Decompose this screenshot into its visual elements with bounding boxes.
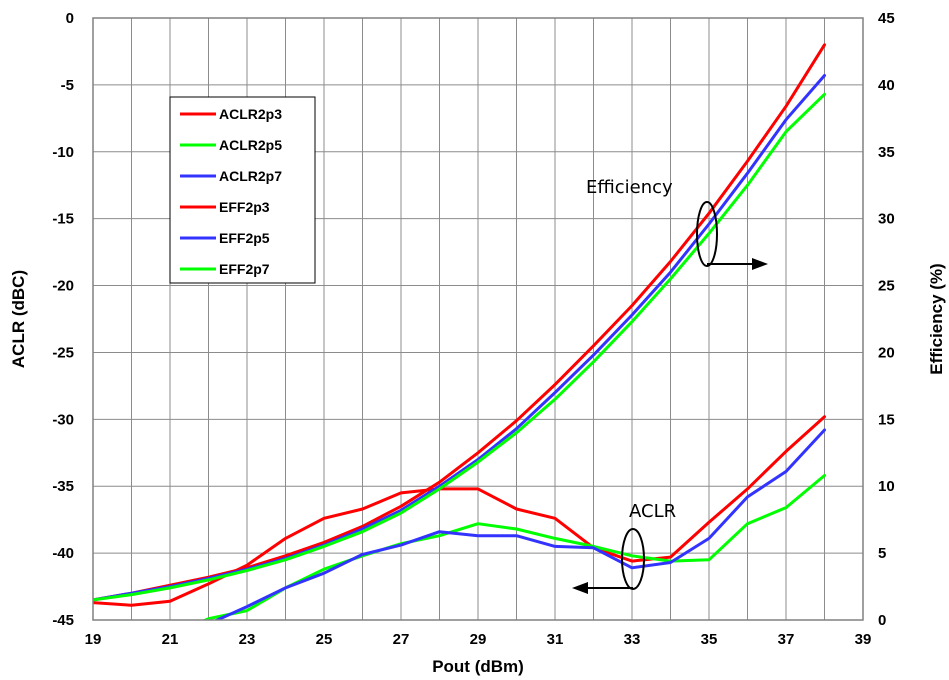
y-tick-label: 0 (66, 10, 74, 27)
efficiency-ellipse (696, 201, 718, 267)
x-tick-label: 19 (85, 631, 102, 648)
y2-tick-label: 5 (878, 545, 886, 562)
y-tick-label: -10 (52, 144, 74, 161)
aclr-annotation: ACLR (629, 501, 676, 522)
x-tick-label: 37 (778, 631, 795, 648)
legend-label-aclr2p7: ACLR2p7 (219, 168, 282, 184)
grid (93, 18, 863, 620)
y2-tick-label: 10 (878, 478, 895, 495)
x-tick-label: 21 (162, 631, 179, 648)
aclr-arrow-head (572, 582, 588, 594)
legend-label-eff2p7: EFF2p7 (219, 261, 270, 277)
y2-tick-label: 20 (878, 344, 895, 361)
x-axis-title: Pout (dBm) (432, 657, 524, 676)
x-tick-label: 29 (470, 631, 487, 648)
series-line-aclr2p5 (201, 474, 826, 620)
y-tick-label: -20 (52, 278, 74, 295)
y2-tick-label: 35 (878, 144, 895, 161)
y-tick-label: -45 (52, 612, 74, 629)
y2-tick-label: 0 (878, 612, 886, 629)
series-lines (93, 43, 826, 620)
y-tick-label: -5 (61, 77, 74, 94)
legend-label-aclr2p3: ACLR2p3 (219, 106, 282, 122)
x-tick-label: 27 (393, 631, 410, 648)
y2-tick-label: 30 (878, 211, 895, 228)
y-tick-label: -30 (52, 411, 74, 428)
x-tick-label: 23 (239, 631, 256, 648)
y2-axis-title: Efficiency (%) (927, 263, 946, 374)
x-tick-label: 35 (701, 631, 718, 648)
x-tick-label: 33 (624, 631, 641, 648)
efficiency-arrow-head (752, 258, 768, 270)
y-axis-title: ACLR (dBC) (9, 270, 28, 368)
series-line-aclr2p3 (93, 415, 826, 607)
x-tick-label: 25 (316, 631, 333, 648)
x-tick-label: 31 (547, 631, 564, 648)
y-tick-label: -35 (52, 478, 74, 495)
y2-tick-label: 25 (878, 278, 895, 295)
y2-tick-label: 45 (878, 10, 895, 27)
plot-area-frame (92, 17, 864, 621)
efficiency-annotation: Efficiency (586, 177, 673, 198)
y2-tick-label: 15 (878, 411, 895, 428)
series-line-eff2p7 (93, 92, 826, 602)
y-tick-label: -15 (52, 211, 74, 228)
y2-tick-label: 40 (878, 77, 895, 94)
legend-label-eff2p3: EFF2p3 (219, 199, 270, 215)
series-line-aclr2p7 (93, 428, 826, 620)
annotations: Efficiency ACLR (572, 177, 768, 594)
y-tick-label: -25 (52, 344, 74, 361)
legend-label-aclr2p5: ACLR2p5 (219, 137, 282, 153)
x-tick-label: 39 (855, 631, 872, 648)
legend-label-eff2p5: EFF2p5 (219, 230, 270, 246)
y-tick-label: -40 (52, 545, 74, 562)
tick-labels: 19 21 23 25 27 29 31 33 35 37 39 0 -5 -10 -15 -20 -25 -30… (52, 10, 894, 648)
legend-box (169, 96, 316, 284)
legend: ACLR2p3 ACLR2p5 ACLR2p7 EFF2p3 EFF2p5 EFF2p7 (169, 96, 316, 284)
